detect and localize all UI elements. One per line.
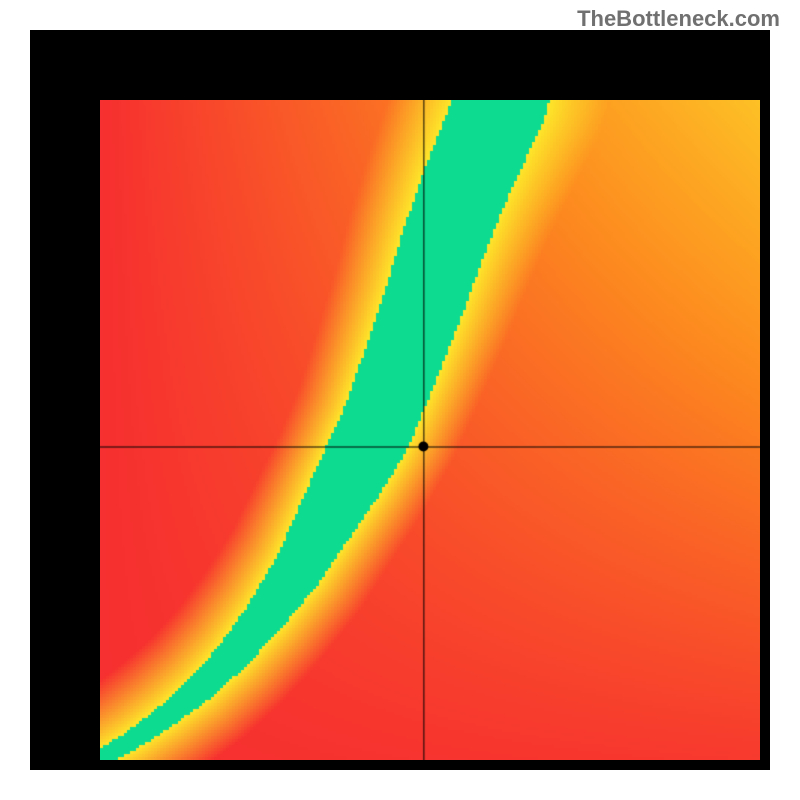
watermark-text: TheBottleneck.com xyxy=(577,6,780,32)
heatmap-canvas xyxy=(100,100,760,760)
heatmap-plot xyxy=(100,100,760,760)
plot-frame xyxy=(30,30,770,770)
